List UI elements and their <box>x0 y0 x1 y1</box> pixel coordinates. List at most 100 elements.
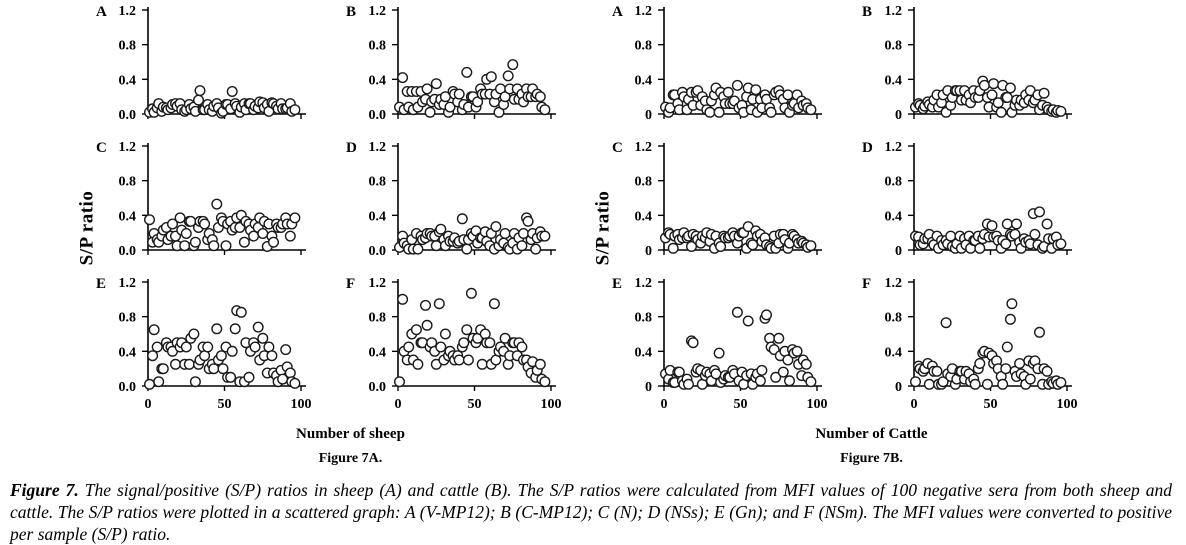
data-point <box>713 106 725 118</box>
data-point <box>453 88 465 100</box>
y-axis-title-sheep: S/P ratio <box>76 190 98 266</box>
scatter-panel-figure-7b-C: C 1.2 0.8 0.4 0 <box>612 140 822 259</box>
y-tick-label: 1.2 <box>885 276 903 291</box>
data-point <box>257 332 269 344</box>
figure-groups-row: S/P ratio A 1.2 0.8 0.4 0.0 B 1.2 0.8 0.4 0.0 C 1.2… <box>76 2 1120 467</box>
data-point <box>217 363 229 375</box>
y-tick-label: 0.0 <box>119 108 137 123</box>
y-tick-label: 0.4 <box>119 345 137 360</box>
data-point <box>412 243 424 255</box>
y-tick-label: 0.4 <box>119 209 137 224</box>
data-point <box>539 104 551 116</box>
data-point <box>507 59 519 71</box>
panel-letter: C <box>612 140 623 156</box>
data-point <box>1024 373 1036 385</box>
subcaption-figure-7a: Figure 7A. <box>318 451 383 466</box>
data-point <box>289 104 301 116</box>
data-point <box>220 240 232 252</box>
data-point <box>1041 218 1053 230</box>
data-point <box>682 378 694 390</box>
data-point <box>179 240 191 252</box>
data-point <box>189 376 201 388</box>
data-point <box>731 306 743 318</box>
x-axis-title-sheep: Number of sheep <box>296 426 405 442</box>
data-point <box>992 97 1004 109</box>
data-point <box>424 106 436 118</box>
data-point <box>147 350 159 362</box>
data-point <box>284 230 296 242</box>
panel-letter: B <box>862 4 872 20</box>
data-point <box>465 287 477 299</box>
panel-letter: A <box>96 4 107 20</box>
data-point <box>397 293 409 305</box>
data-point <box>419 299 431 311</box>
data-point <box>235 306 247 318</box>
data-point <box>397 72 409 84</box>
data-point <box>180 341 192 353</box>
panel-letter: F <box>346 276 355 292</box>
x-tick-label: 0 <box>661 397 668 412</box>
data-point <box>225 371 237 383</box>
x-tick-label: 50 <box>218 397 232 412</box>
data-point <box>770 371 782 383</box>
data-point <box>188 328 200 340</box>
y-tick-label: 0.0 <box>369 108 387 123</box>
figure-caption-text: The signal/positive (S/P) ratios in shee… <box>10 480 1172 544</box>
data-point <box>458 337 470 349</box>
y-tick-label: 0 <box>895 108 902 123</box>
data-point <box>444 101 456 113</box>
data-point <box>1055 238 1067 250</box>
data-point <box>713 347 725 359</box>
scatter-panel-figure-7a-C: C 1.2 0.8 0.4 0.0 <box>96 140 306 259</box>
data-point <box>502 70 514 82</box>
data-point <box>410 324 422 336</box>
data-point <box>433 298 445 310</box>
data-point <box>169 358 181 370</box>
data-point <box>462 354 474 366</box>
data-point <box>940 317 952 329</box>
data-point <box>192 94 204 106</box>
scatter-panel-figure-7a-D: D 1.2 0.8 0.4 0.0 <box>346 140 556 259</box>
y-tick-label: 0.8 <box>885 175 903 190</box>
y-tick-label: 0.8 <box>369 39 387 54</box>
data-point <box>687 337 699 349</box>
scatter-panel-figure-7b-B: B 1.2 0.8 0.4 0 <box>862 4 1072 123</box>
x-tick-label: 0 <box>395 397 402 412</box>
data-point <box>1055 376 1067 388</box>
data-point <box>742 315 754 327</box>
data-point <box>484 337 496 349</box>
y-tick-label: 0.4 <box>369 73 387 88</box>
y-tick-label: 0 <box>645 108 652 123</box>
data-point <box>157 363 169 375</box>
data-point <box>923 378 935 390</box>
data-point <box>1038 87 1050 99</box>
data-point <box>266 350 278 362</box>
figure-7b-group: S/P ratio A 1.2 0.8 0.4 0 B 1.2 0.8 0.4 0 C 1.2 0.8 0… <box>592 2 1120 467</box>
y-tick-label: 1.2 <box>885 140 903 155</box>
data-point <box>539 230 551 242</box>
y-tick-label: 0.4 <box>885 73 903 88</box>
scatter-panel-figure-7b-E: E 1.2 0.8 0.4 00 50 100 <box>612 276 828 412</box>
data-point <box>202 341 214 353</box>
sheep-footer: Number of sheep Figure 7A. <box>92 426 594 467</box>
y-tick-label: 0.4 <box>635 345 653 360</box>
data-point <box>412 358 424 370</box>
data-point <box>208 240 220 252</box>
x-tick-label: 50 <box>984 397 998 412</box>
data-point <box>534 91 546 103</box>
data-point <box>180 227 192 239</box>
y-tick-label: 0 <box>645 380 652 395</box>
data-point <box>765 106 777 118</box>
panel-letter: A <box>612 4 623 20</box>
y-tick-label: 0.4 <box>635 73 653 88</box>
data-point <box>284 367 296 379</box>
data-point <box>226 345 238 357</box>
data-point <box>1004 313 1016 325</box>
panel-letter: E <box>96 276 106 292</box>
data-point <box>174 212 186 224</box>
data-point <box>243 371 255 383</box>
data-point <box>516 240 528 252</box>
y-tick-label: 0 <box>895 380 902 395</box>
data-point <box>148 324 160 336</box>
y-tick-label: 0.0 <box>369 380 387 395</box>
